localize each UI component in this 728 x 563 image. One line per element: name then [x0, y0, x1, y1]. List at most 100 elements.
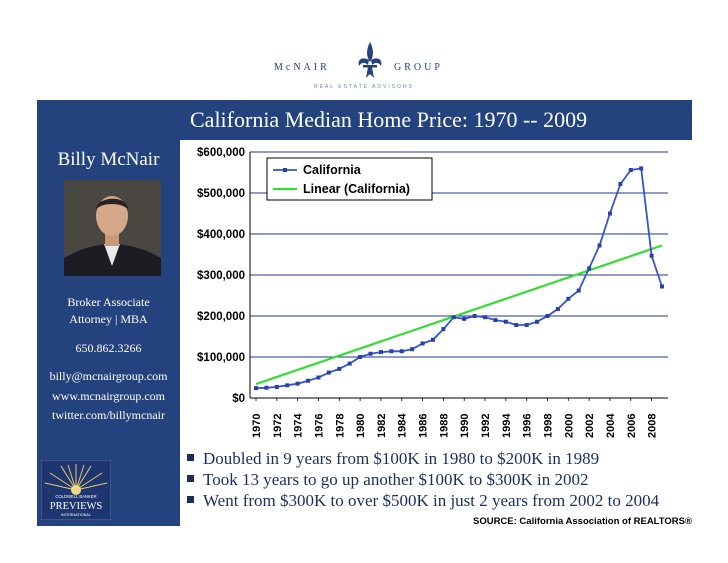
data-point — [566, 296, 571, 301]
agent-twitter[interactable]: twitter.com/billymcnair — [52, 408, 165, 422]
data-point — [462, 316, 467, 321]
x-tick-label: 1992 — [480, 414, 492, 438]
bullet-text: Doubled in 9 years from $100K in 1980 to… — [203, 449, 600, 468]
data-point — [316, 375, 321, 380]
agent-sidebar: Billy McNair Broker Associate Attorney |… — [37, 100, 180, 526]
y-tick-label: $300,000 — [197, 270, 245, 282]
x-tick-label: 1978 — [334, 414, 346, 438]
source-note: SOURCE: California Association of REALTO… — [472, 516, 692, 527]
data-point — [389, 349, 394, 354]
data-point — [660, 284, 664, 289]
x-tick-label: 1990 — [459, 414, 471, 438]
home-price-chart: $0 $100,000 $200,000 $300,000 $400,000 $500,0… — [197, 147, 668, 438]
bullet-square-icon — [187, 475, 194, 482]
data-point — [264, 385, 269, 390]
bullet-text: Went from $300K to over $500K in just 2 … — [203, 491, 660, 510]
x-tick-label: 1998 — [542, 414, 554, 438]
brand-bottom-text: INTERNATIONAL — [61, 513, 91, 517]
logo-tagline: REAL ESTATE ADVISORS — [314, 84, 414, 90]
data-point — [326, 370, 331, 375]
legend-marker-california — [283, 168, 287, 172]
data-point — [639, 166, 644, 171]
data-point — [451, 315, 456, 320]
x-tick-label: 1980 — [355, 414, 367, 438]
data-point — [628, 168, 633, 173]
x-tick-label: 2006 — [626, 414, 638, 438]
agent-email[interactable]: billy@mcnairgroup.com — [49, 369, 168, 383]
data-point — [430, 337, 435, 342]
trend-line — [255, 244, 663, 386]
x-tick-label: 2002 — [584, 414, 596, 438]
data-point — [545, 314, 550, 318]
brand-top-text: COLDWELL BANKER — [55, 494, 96, 499]
agent-name: Billy McNair — [57, 149, 160, 170]
agent-website[interactable]: www.mcnairgroup.com — [52, 389, 165, 403]
data-point — [472, 314, 477, 318]
data-point — [358, 355, 363, 359]
data-point — [576, 288, 581, 293]
bullet-item: Doubled in 9 years from $100K in 1980 to… — [187, 448, 707, 469]
x-tick-label: 1970 — [251, 414, 263, 438]
slide-title: California Median Home Price: 1970 -- 20… — [180, 100, 692, 140]
logo-word-right: GROUP — [394, 62, 443, 73]
data-point — [274, 384, 279, 389]
series-line-california — [255, 167, 663, 390]
y-tick-label: $0 — [232, 393, 245, 405]
data-point — [285, 383, 290, 388]
data-point — [399, 349, 404, 354]
x-tick-label: 1994 — [501, 413, 513, 438]
data-point — [254, 386, 258, 391]
legend-box — [266, 157, 433, 201]
data-point — [514, 323, 519, 328]
bullet-item: Went from $300K to over $500K in just 2 … — [187, 490, 707, 511]
x-tick-label: 1996 — [522, 414, 534, 438]
agent-title-1: Broker Associate — [67, 295, 150, 309]
bullet-list: Doubled in 9 years from $100K in 1980 to… — [187, 448, 707, 511]
x-tick-label: 2008 — [647, 414, 659, 438]
coldwell-banker-previews-logo: COLDWELL BANKER PREVIEWS INTERNATIONAL — [41, 460, 111, 520]
data-point — [483, 315, 488, 320]
x-tick-label: 1972 — [272, 414, 284, 438]
x-tick-label: 1986 — [418, 414, 430, 438]
bullet-square-icon — [187, 496, 194, 503]
data-point — [295, 381, 300, 386]
y-tick-label: $400,000 — [197, 229, 245, 241]
data-point — [535, 319, 540, 324]
legend-label-california: California — [303, 163, 362, 177]
data-point — [587, 266, 592, 271]
y-tick-label: $500,000 — [197, 188, 245, 200]
data-point — [368, 351, 373, 356]
data-point — [337, 366, 342, 371]
x-tick-label: 2000 — [563, 414, 575, 438]
legend-label-trend: Linear (California) — [303, 182, 410, 196]
x-tick-label: 2004 — [605, 413, 617, 438]
data-point — [493, 318, 498, 323]
logo-word-left: McNAIR — [274, 62, 330, 73]
agent-title-2: Attorney | MBA — [69, 312, 148, 326]
y-tick-label: $600,000 — [197, 147, 245, 159]
agent-phone[interactable]: 650.862.3266 — [75, 341, 142, 355]
agent-photo — [64, 180, 161, 276]
data-point — [503, 319, 508, 324]
y-tick-label: $100,000 — [197, 352, 245, 364]
x-tick-label: 1982 — [376, 414, 388, 438]
fleur-de-lis-icon — [358, 42, 382, 78]
data-point — [441, 327, 446, 332]
x-tick-label: 1976 — [313, 414, 325, 438]
data-point — [347, 361, 352, 366]
x-tick-label: 1988 — [438, 414, 450, 438]
bullet-square-icon — [187, 454, 194, 461]
company-logo: McNAIR GROUP REAL ESTATE ADVISORS — [270, 40, 470, 96]
data-point — [597, 243, 602, 248]
data-point — [524, 323, 529, 328]
data-point — [306, 378, 311, 383]
bullet-item: Took 13 years to go up another $100K to … — [187, 469, 707, 490]
y-tick-label: $200,000 — [197, 311, 245, 323]
x-tick-label: 1974 — [293, 413, 305, 438]
data-point — [607, 211, 612, 216]
data-point — [649, 253, 654, 258]
data-point — [420, 341, 425, 346]
data-point — [378, 350, 383, 355]
data-point — [618, 181, 623, 186]
data-point — [410, 347, 415, 352]
